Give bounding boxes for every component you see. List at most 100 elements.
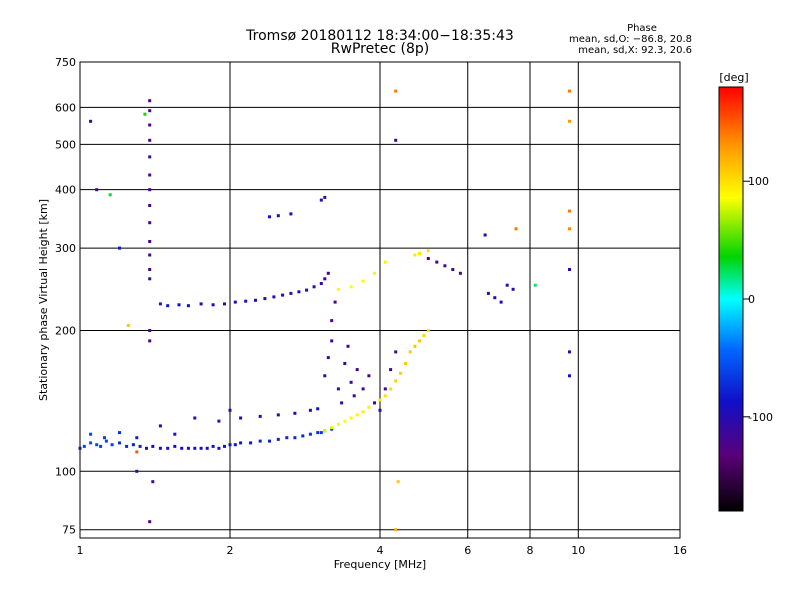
data-point [413, 344, 417, 348]
data-point [148, 253, 152, 257]
data-point [426, 257, 430, 260]
data-point [533, 283, 537, 287]
data-point [361, 279, 365, 283]
data-point [158, 446, 162, 450]
data-point [396, 480, 400, 484]
data-point [389, 368, 393, 372]
data-point [336, 422, 340, 426]
data-point [173, 444, 177, 448]
data-point [330, 427, 334, 431]
x-tick-labels: 1 2 4 6 8 10 16 [77, 544, 688, 557]
data-point [394, 350, 398, 354]
data-point [166, 304, 170, 308]
data-point [148, 155, 152, 159]
data-point [349, 416, 353, 420]
data-point [568, 227, 571, 231]
data-point [373, 401, 376, 405]
data-point [316, 407, 320, 411]
data-point [143, 112, 147, 116]
data-point [281, 293, 285, 297]
data-point [308, 408, 312, 412]
data-point [131, 443, 135, 447]
data-point [451, 268, 455, 271]
data-point [186, 304, 190, 308]
data-point [211, 444, 215, 448]
data-point [323, 277, 327, 281]
data-point [223, 444, 226, 448]
data-point [568, 374, 571, 378]
data-point [193, 446, 197, 450]
data-point [493, 296, 497, 300]
data-point [568, 89, 571, 93]
data-point [239, 441, 243, 445]
data-point [89, 119, 93, 123]
x-tick-label: 2 [227, 544, 234, 557]
data-point [404, 362, 407, 365]
data-point [268, 439, 271, 443]
data-point [223, 302, 226, 306]
colorbar-tick-label: -100 [748, 411, 773, 424]
data-point [305, 288, 309, 292]
data-point [330, 319, 334, 323]
data-point [389, 387, 393, 391]
data-point [505, 283, 509, 287]
data-point [126, 324, 130, 327]
data-point [422, 334, 426, 338]
data-point [297, 290, 301, 294]
data-point [263, 297, 267, 301]
data-point [95, 443, 99, 447]
data-point [336, 387, 340, 391]
y-tick-label: 750 [55, 56, 76, 69]
data-point [399, 371, 403, 375]
chart-title: Tromsø 20180112 18:34:00−18:35:43 [245, 28, 514, 44]
data-point [268, 215, 271, 219]
data-point [276, 413, 280, 417]
colorbar [718, 86, 744, 512]
plot-frame [79, 61, 681, 539]
data-point [316, 431, 320, 435]
data-point [301, 434, 305, 438]
data-point [103, 436, 106, 440]
data-point [373, 271, 376, 275]
data-point [330, 339, 334, 343]
data-point [426, 249, 430, 253]
data-point [158, 302, 162, 306]
data-point [145, 446, 148, 450]
data-point [483, 233, 487, 237]
stats-line-x: mean, sd,X: 92.3, 20.6 [578, 45, 692, 56]
data-point [82, 444, 86, 448]
data-point [383, 387, 387, 391]
data-point [118, 246, 121, 250]
x-tick-label: 6 [464, 544, 471, 557]
y-axis-label: Stationary phase Virtual Height [km] [37, 199, 50, 401]
colorbar-title: [deg] [719, 71, 748, 84]
x-tick-label: 16 [673, 544, 687, 557]
data-point [99, 444, 103, 448]
data-point [568, 119, 571, 123]
data-point [333, 300, 337, 304]
data-point [346, 344, 350, 348]
data-point [326, 271, 330, 275]
data-point [135, 436, 139, 440]
data-point [148, 109, 152, 113]
data-point [95, 188, 99, 192]
data-point [148, 240, 152, 243]
data-point [355, 368, 359, 372]
data-point [293, 411, 297, 415]
data-point [394, 528, 398, 532]
stats-heading: Phase [627, 23, 657, 34]
data-point [228, 408, 232, 412]
y-tick-label: 200 [55, 324, 76, 337]
data-point [323, 195, 327, 199]
data-point [125, 444, 129, 448]
data-point [308, 432, 312, 436]
data-point [293, 436, 297, 440]
data-point [336, 287, 340, 291]
data-point [312, 285, 316, 289]
data-point [319, 198, 323, 202]
data-point [326, 356, 330, 360]
data-point [148, 138, 152, 142]
colorbar-ticks: 100 0 -100 [743, 175, 773, 424]
x-tick-label: 1 [77, 544, 84, 557]
